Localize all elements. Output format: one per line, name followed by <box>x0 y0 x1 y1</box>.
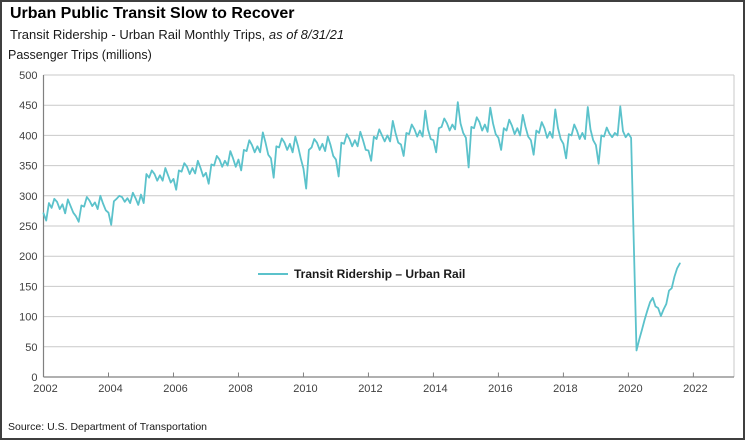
x-tick-label: 2006 <box>163 383 187 395</box>
y-tick-label: 300 <box>19 191 37 203</box>
x-tick-label: 2004 <box>98 383 122 395</box>
y-axis-title: Passenger Trips (millions) <box>8 48 152 62</box>
chart-title: Urban Public Transit Slow to Recover <box>10 5 295 22</box>
x-tick-label: 2020 <box>618 383 642 395</box>
series-line-transit-ridership <box>42 101 681 352</box>
x-tick-label: 2012 <box>358 383 382 395</box>
x-tick-label: 2022 <box>683 383 707 395</box>
legend-line-swatch <box>258 273 288 275</box>
x-tick-label: 2014 <box>423 383 447 395</box>
y-tick-label: 250 <box>19 221 37 233</box>
legend: Transit Ridership – Urban Rail <box>258 267 465 281</box>
legend-label: Transit Ridership – Urban Rail <box>294 267 466 281</box>
y-tick-label: 150 <box>19 281 37 293</box>
y-tick-label: 450 <box>19 100 37 112</box>
gridlines <box>43 74 734 348</box>
source-note: Source: U.S. Department of Transportatio… <box>8 421 208 433</box>
chart-subtitle-main: Transit Ridership - Urban Rail Monthly T… <box>10 27 269 42</box>
x-tick-label: 2002 <box>33 383 57 395</box>
y-tick-label: 0 <box>31 372 37 384</box>
y-tick-label: 100 <box>19 312 37 324</box>
y-tick-label: 200 <box>19 251 37 263</box>
y-tick-label: 400 <box>19 130 37 142</box>
x-tick-label: 2016 <box>488 383 512 395</box>
y-tick-label: 50 <box>25 342 37 354</box>
y-tick-label: 350 <box>19 161 37 173</box>
chart-subtitle-asof: as of 8/31/21 <box>268 27 345 42</box>
y-tick-labels: 0 50 100 150 200 250 300 350 400 450 500 <box>19 70 37 384</box>
x-tick-labels: 2002 2004 2006 2008 2010 2012 2014 2016 2018 2020… <box>33 372 708 395</box>
x-tick-label: 2018 <box>553 383 577 395</box>
y-tick-label: 500 <box>19 70 37 82</box>
chart-subtitle: Transit Ridership - Urban Rail Monthly T… <box>10 27 344 42</box>
x-tick-label: 2010 <box>293 383 317 395</box>
x-tick-label: 2008 <box>228 383 252 395</box>
